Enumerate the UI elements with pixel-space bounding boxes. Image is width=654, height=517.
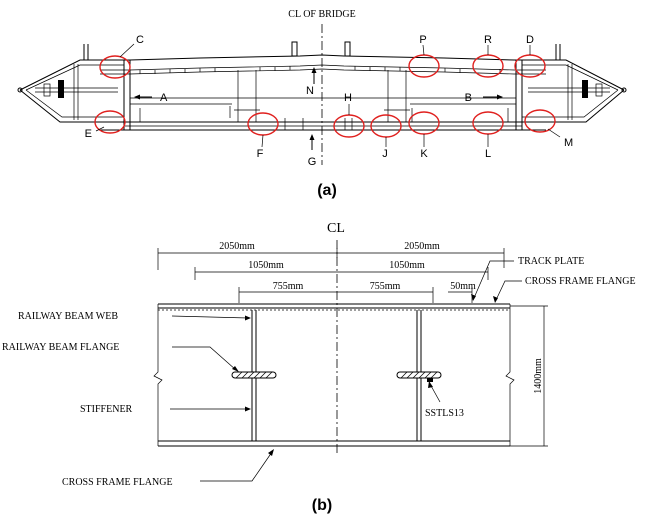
callout-sstls13: SSTLS13 <box>425 408 464 419</box>
dimension-texts: 2050mm 2050mm 1050mm 1050mm 755mm 755mm … <box>219 241 544 394</box>
label-d: D <box>526 34 534 46</box>
label-k: K <box>420 148 428 160</box>
callout-cross-frame-flange-top: CROSS FRAME FLANGE <box>525 276 636 287</box>
callout-cross-frame-flange-bottom: CROSS FRAME FLANGE <box>62 477 173 488</box>
bridge-cross-section <box>17 41 627 131</box>
figure-b: CL 2050mm 2050mm <box>2 221 636 514</box>
dim-1400: 1400mm <box>533 358 544 394</box>
callout-leaders <box>170 260 522 482</box>
label-m: M <box>564 137 573 149</box>
callout-railway-beam-flange: RAILWAY BEAM FLANGE <box>2 342 119 353</box>
dim-755-left: 755mm <box>273 281 304 292</box>
dim-2050-right: 2050mm <box>404 241 440 252</box>
dim-755-right: 755mm <box>370 281 401 292</box>
label-f: F <box>257 148 264 160</box>
caption-a: (a) <box>317 182 337 199</box>
label-c: C <box>136 34 144 46</box>
figure-a: CL OF BRIDGE <box>17 9 627 199</box>
dim-1050-left: 1050mm <box>248 260 284 271</box>
callout-railway-beam-web: RAILWAY BEAM WEB <box>18 311 118 322</box>
callout-track-plate: TRACK PLATE <box>518 256 584 267</box>
label-n: N <box>306 85 314 97</box>
callout-texts: TRACK PLATE CROSS FRAME FLANGE RAILWAY B… <box>2 256 636 488</box>
label-p: P <box>419 34 426 46</box>
callout-stiffener: STIFFENER <box>80 404 133 415</box>
label-r: R <box>484 34 492 46</box>
figure-a-labels: C P R D A N B H E F G J K L M <box>85 34 574 168</box>
label-j: J <box>382 148 388 160</box>
label-b: B <box>465 92 472 104</box>
label-g: G <box>308 156 317 168</box>
section-arrows <box>134 67 503 150</box>
caption-b: (b) <box>312 497 332 514</box>
label-e: E <box>85 128 92 140</box>
label-h: H <box>344 92 352 104</box>
dim-50: 50mm <box>450 281 476 292</box>
centerline-label: CL <box>327 221 345 236</box>
label-a: A <box>160 92 168 104</box>
beam-section <box>153 303 515 447</box>
dim-2050-left: 2050mm <box>219 241 255 252</box>
label-l: L <box>485 148 491 160</box>
figure-a-title: CL OF BRIDGE <box>288 9 355 20</box>
dimension-lines <box>157 248 548 447</box>
dim-1050-right: 1050mm <box>389 260 425 271</box>
